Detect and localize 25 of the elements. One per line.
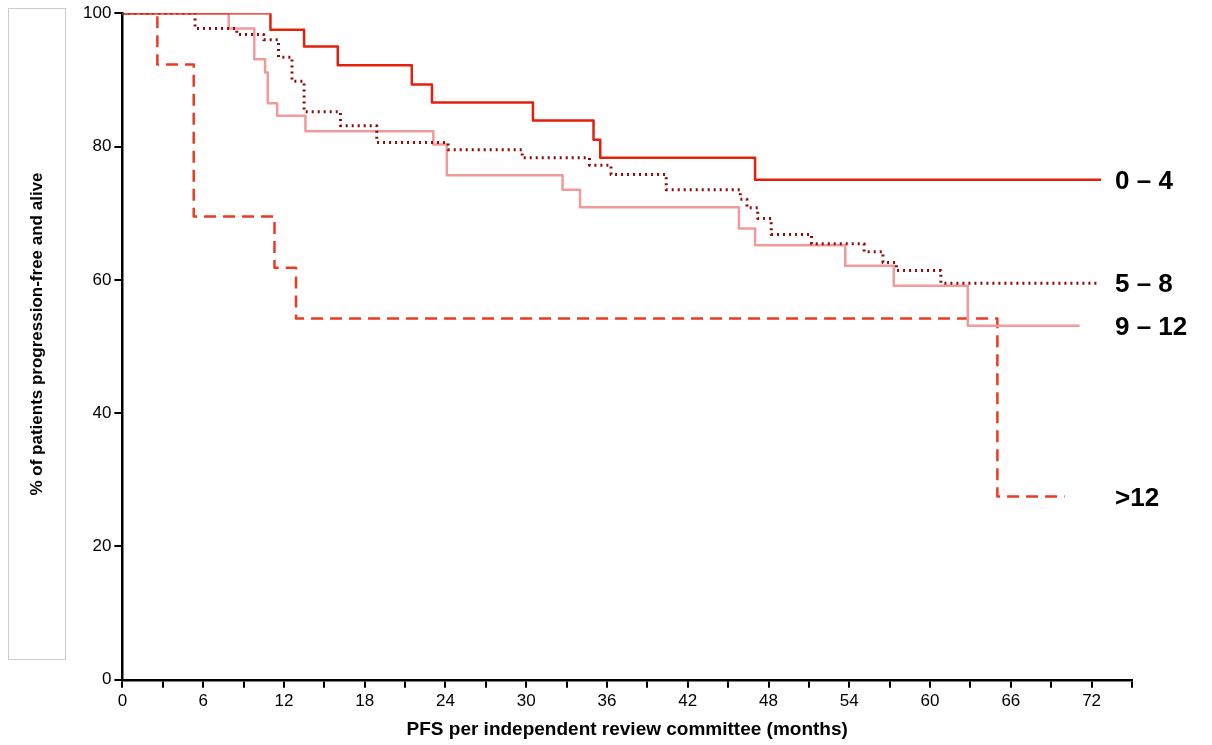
x-tick-label: 36 [597, 690, 617, 710]
x-tick-label: 72 [1082, 690, 1102, 710]
x-tick-label: 60 [920, 690, 940, 710]
y-tick-label: 100 [82, 2, 112, 22]
y-tick-label: 40 [92, 402, 112, 422]
x-tick-label: 66 [1001, 690, 1021, 710]
y-tick-label: 60 [92, 269, 112, 289]
series-label: >12 [1115, 481, 1160, 512]
x-tick-label: 30 [516, 690, 536, 710]
y-tick-label: 0 [101, 669, 112, 689]
y-tick-label: 80 [92, 136, 112, 156]
x-axis-title: PFS per independent review committee (months) [406, 717, 848, 739]
x-tick-label: 48 [759, 690, 778, 710]
x-tick-label: 18 [355, 690, 375, 710]
x-tick-label: 54 [839, 690, 859, 710]
y-axis-title: % of patients progression-free and alive [27, 172, 47, 496]
x-tick-label: 0 [117, 690, 128, 710]
x-tick-label: 42 [678, 690, 698, 710]
series-label: 5 – 8 [1115, 268, 1173, 299]
series-label: 9 – 12 [1115, 311, 1188, 342]
series-label: 0 – 4 [1115, 165, 1174, 196]
x-tick-label: 12 [274, 690, 294, 710]
x-tick-label: 6 [198, 690, 208, 710]
y-tick-label: 20 [92, 536, 112, 556]
x-tick-label: 24 [435, 690, 455, 710]
